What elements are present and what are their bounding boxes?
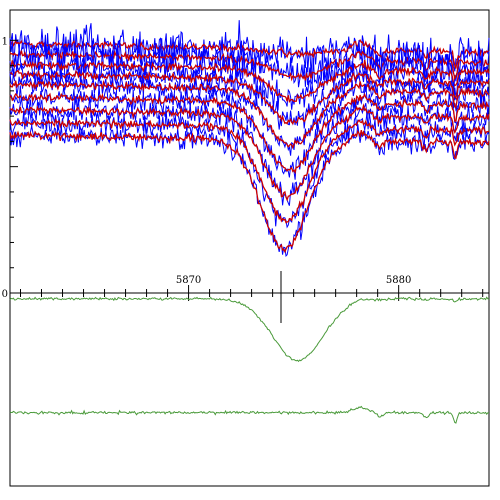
x-tick-label: 5870 bbox=[176, 275, 201, 286]
observed-spectrum-3 bbox=[9, 42, 490, 111]
model-spectrum-3 bbox=[9, 59, 490, 104]
observed-spectrum-7 bbox=[9, 96, 490, 206]
model-spectrum-4 bbox=[9, 69, 490, 126]
top-x-ticks: 5870 5880 bbox=[20, 275, 484, 301]
residual-series-2 bbox=[9, 405, 489, 424]
bottom-panel-curves bbox=[9, 296, 490, 424]
x-tick-label: 5880 bbox=[386, 275, 411, 286]
bottom-panel bbox=[9, 292, 490, 487]
top-panel: 0 1 5870 5880 bbox=[2, 9, 490, 323]
residual-series-1 bbox=[9, 296, 490, 363]
model-spectrum-1 bbox=[9, 38, 490, 69]
y-tick-label: 1 bbox=[2, 36, 8, 47]
model-spectrum-9 bbox=[9, 129, 490, 254]
bottom-panel-frame bbox=[9, 292, 490, 487]
model-spectrum-5 bbox=[9, 79, 490, 150]
y-tick-label: 0 bbox=[2, 289, 8, 300]
model-spectrum-8 bbox=[9, 118, 490, 224]
observed-spectrum-8 bbox=[9, 110, 490, 229]
model-spectrum-7 bbox=[9, 103, 490, 202]
top-panel-curves bbox=[9, 20, 490, 257]
